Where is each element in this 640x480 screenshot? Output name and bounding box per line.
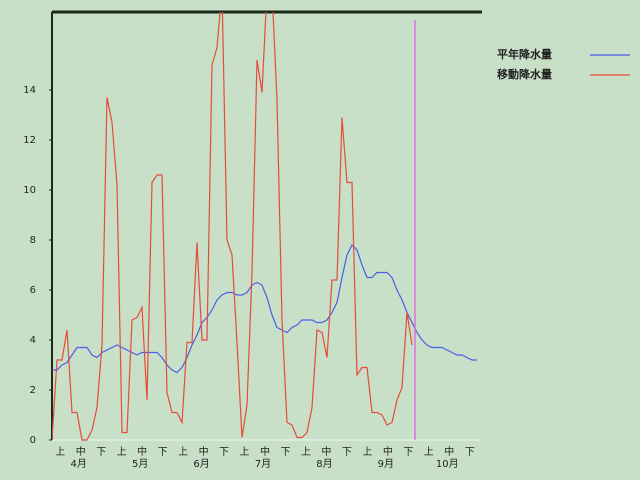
x-dekad-label: 下 <box>280 447 290 458</box>
x-month-label: 9月 <box>378 458 394 470</box>
x-dekad-label: 中 <box>76 445 86 458</box>
y-tick-label: 14 <box>23 85 36 96</box>
x-dekad-label: 上 <box>240 446 250 458</box>
x-dekad-label: 中 <box>199 445 209 458</box>
x-dekad-label: 下 <box>465 447 475 458</box>
x-dekad-label: 下 <box>342 447 352 458</box>
x-dekad-label: 中 <box>383 445 393 458</box>
y-tick-label: 12 <box>23 135 36 146</box>
y-tick-label: 0 <box>30 435 36 446</box>
series-line <box>52 12 413 441</box>
x-dekad-label: 中 <box>444 445 454 458</box>
x-dekad-label: 上 <box>424 446 434 458</box>
x-dekad-label: 上 <box>301 446 311 458</box>
legend-label: 平年降水量 <box>497 47 552 61</box>
x-dekad-label: 中 <box>137 445 147 458</box>
x-dekad-label: 上 <box>117 446 127 458</box>
x-dekad-label: 上 <box>178 446 188 458</box>
y-tick-label: 4 <box>30 335 36 346</box>
x-dekad-label: 下 <box>219 447 229 458</box>
y-tick-label: 8 <box>30 235 36 246</box>
x-dekad-label: 上 <box>55 446 65 458</box>
y-tick-label: 6 <box>30 285 36 296</box>
y-tick-label: 2 <box>30 385 36 396</box>
x-month-label: 10月 <box>436 458 459 470</box>
x-month-label: 5月 <box>132 458 148 470</box>
series-line <box>52 243 477 374</box>
x-dekad-label: 中 <box>321 445 331 458</box>
x-dekad-label: 下 <box>96 447 106 458</box>
x-dekad-label: 下 <box>158 447 168 458</box>
x-month-label: 6月 <box>193 458 209 470</box>
plot-area <box>52 12 477 441</box>
x-month-label: 8月 <box>316 458 332 470</box>
x-month-label: 7月 <box>255 458 271 470</box>
y-tick-label: 10 <box>23 185 36 196</box>
x-month-label: 4月 <box>71 458 87 470</box>
x-dekad-label: 下 <box>403 447 413 458</box>
x-dekad-label: 中 <box>260 445 270 458</box>
legend-label: 移動降水量 <box>497 67 552 81</box>
x-dekad-label: 上 <box>362 446 372 458</box>
